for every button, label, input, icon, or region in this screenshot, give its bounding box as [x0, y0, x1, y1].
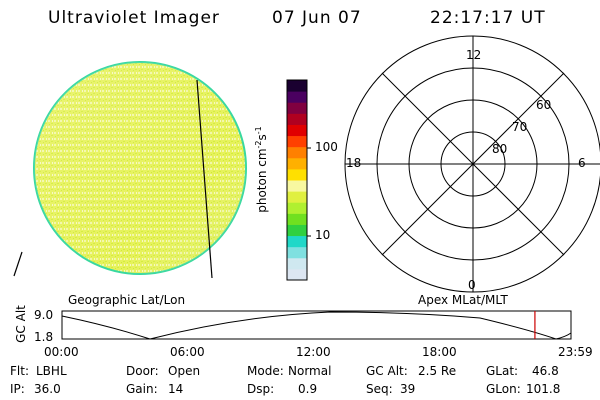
timeline-xtick-2359: 23:59: [558, 345, 593, 359]
colorbar-segment: [287, 168, 307, 181]
instrument-title: Ultraviolet Imager: [48, 8, 220, 28]
colorbar-segment: [287, 157, 307, 170]
door-value: Open: [168, 364, 201, 378]
glon-value: 101.8: [526, 382, 561, 396]
mlt-label-0: 0: [468, 278, 476, 292]
colorbar-segment: [287, 246, 307, 259]
colorbar-segment: [287, 235, 307, 248]
mlt-label-18: 18: [346, 156, 362, 170]
timeline-plot: [61, 310, 572, 340]
mode-label: Mode:: [247, 364, 284, 378]
polar-grid: [344, 35, 600, 293]
lat-label-80: 80: [492, 142, 508, 156]
timeline-ytick-9: 9.0: [34, 308, 54, 322]
colorbar-segment: [287, 224, 307, 237]
gain-value: 14: [168, 382, 184, 396]
colorbar-segment: [287, 191, 307, 203]
filter-value: LBHL: [36, 364, 67, 378]
colorbar-segment: [287, 268, 307, 281]
colorbar-segment: [287, 213, 307, 225]
colorbar-segment: [287, 180, 307, 192]
colorbar-segment: [287, 113, 307, 125]
mlt-label-12: 12: [466, 48, 482, 62]
timeline-ylabel: GC Alt: [13, 305, 28, 343]
colorbar-segment: [287, 91, 307, 103]
ip-value: 36.0: [34, 382, 61, 396]
lat-label-60: 60: [536, 98, 552, 112]
colorbar-segment: [287, 135, 307, 148]
colorbar-tick-100: 100: [315, 140, 338, 154]
glat-value: 46.8: [532, 364, 559, 378]
colorbar: [286, 79, 311, 281]
limb-tick: [13, 251, 23, 277]
seq-label: Seq:: [366, 382, 393, 396]
timeline-xtick-0600: 06:00: [170, 345, 205, 359]
gain-label: Gain:: [126, 382, 158, 396]
geographic-label: Geographic Lat/Lon: [68, 293, 186, 307]
mlt-label-6: 6: [578, 156, 586, 170]
mode-value: Normal: [288, 364, 332, 378]
timeline-xtick-0000: 00:00: [44, 345, 79, 359]
dsp-value: 0.9: [298, 382, 318, 396]
time-label: 22:17:17 UT: [430, 8, 546, 28]
colorbar-unit-label: photon cm-2s-1: [253, 126, 269, 213]
gcalt-label: GC Alt:: [366, 364, 408, 378]
glon-label: GLon:: [486, 382, 521, 396]
gcalt-value: 2.5 Re: [418, 364, 457, 378]
colorbar-tick-10: 10: [315, 228, 331, 242]
ip-label: IP:: [10, 382, 25, 396]
filter-label: Flt:: [10, 364, 29, 378]
colorbar-segment: [287, 146, 307, 159]
timeline-ytick-1-8: 1.8: [34, 330, 54, 344]
earth-disk-image: [33, 61, 247, 275]
colorbar-segment: [287, 257, 307, 270]
colorbar-segment: [287, 124, 307, 137]
terminator-line: [196, 79, 213, 279]
colorbar-segment: [287, 102, 307, 114]
dsp-label: Dsp:: [247, 382, 275, 396]
date-label: 07 Jun 07: [272, 8, 362, 28]
glat-label: GLat:: [486, 364, 519, 378]
seq-value: 39: [400, 382, 416, 396]
colorbar-segment: [287, 80, 307, 92]
apex-label: Apex MLat/MLT: [418, 293, 508, 307]
colorbar-border: [286, 79, 308, 281]
timeline-xtick-1800: 18:00: [422, 345, 457, 359]
colorbar-segment: [287, 202, 307, 214]
door-label: Door:: [126, 364, 159, 378]
timeline-xtick-1200: 12:00: [296, 345, 331, 359]
lat-label-70: 70: [512, 120, 528, 134]
